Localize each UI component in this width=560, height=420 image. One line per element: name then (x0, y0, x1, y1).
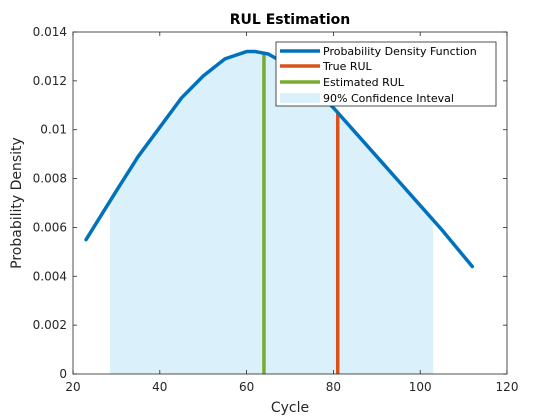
y-tick-label: 0.014 (33, 25, 67, 39)
legend-swatch-confidence-interval (280, 93, 320, 103)
x-tick-label: 20 (65, 380, 80, 394)
legend-label-true-rul: True RUL (322, 60, 373, 73)
axes-box (72, 31, 508, 375)
y-tick-label: 0.004 (33, 269, 67, 283)
x-tick-label: 80 (326, 380, 341, 394)
y-axis-label: Probability Density (9, 137, 25, 269)
chart-title: RUL Estimation (230, 12, 350, 28)
x-tick-label: 100 (409, 380, 432, 394)
y-tick-label: 0.006 (33, 220, 67, 234)
legend: Probability Density Function True RUL Es… (275, 41, 497, 107)
legend-label-estimated-rul: Estimated RUL (323, 76, 405, 89)
axes: 20 40 60 80 100 120 0 0.002 0.004 0.006 0.008 0.01 0… (33, 25, 519, 394)
legend-label-pdf: Probability Density Function (323, 45, 477, 58)
y-tick-label: 0.008 (33, 172, 67, 186)
y-tick-label: 0.002 (33, 318, 67, 332)
y-tick-label: 0.012 (33, 74, 67, 88)
y-tick-label: 0 (59, 367, 67, 381)
legend-label-confidence-interval: 90% Confidence Inteval (323, 92, 454, 105)
x-tick-label: 60 (239, 380, 254, 394)
y-tick-label: 0.01 (40, 123, 67, 137)
pdf-curve (84, 49, 475, 269)
x-axis-label: Cycle (271, 400, 309, 416)
plot-area (84, 49, 475, 375)
confidence-interval-area (109, 51, 434, 375)
x-tick-label: 120 (496, 380, 519, 394)
x-tick-label: 40 (152, 380, 167, 394)
